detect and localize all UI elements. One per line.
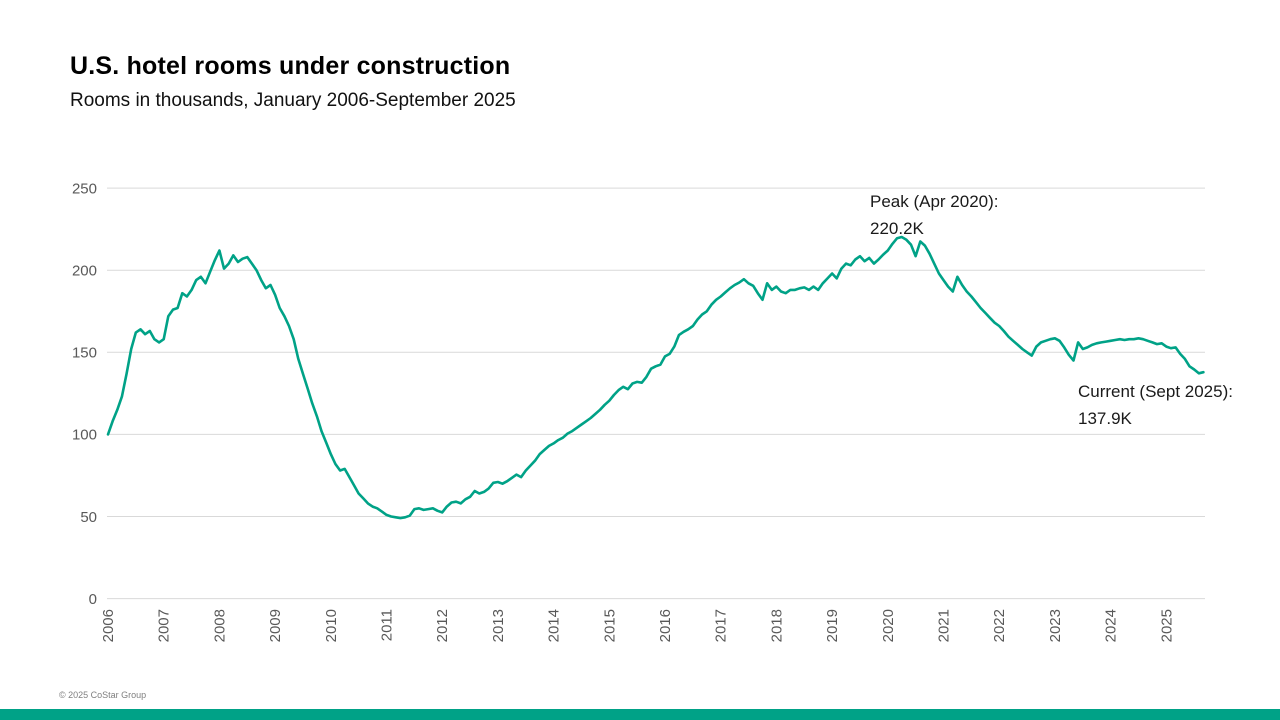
y-tick-label-100: 100 (72, 427, 97, 444)
x-tick-label-2019: 2019 (824, 609, 841, 642)
x-tick-label-2017: 2017 (713, 609, 730, 642)
x-tick-label-2013: 2013 (490, 609, 507, 642)
copyright-text: © 2025 CoStar Group (59, 690, 147, 700)
x-tick-label-2007: 2007 (156, 609, 173, 642)
x-tick-label-2009: 2009 (267, 609, 284, 642)
current-annotation-label: Current (Sept 2025): (1078, 382, 1233, 401)
x-tick-label-2024: 2024 (1103, 609, 1120, 642)
x-tick-label-2020: 2020 (880, 609, 897, 642)
peak-annotation-value: 220.2K (870, 219, 924, 238)
y-tick-label-200: 200 (72, 262, 97, 279)
peak-annotation-label: Peak (Apr 2020): (870, 192, 999, 211)
x-tick-label-2006: 2006 (100, 609, 117, 642)
x-tick-label-2023: 2023 (1047, 609, 1064, 642)
x-tick-label-2025: 2025 (1158, 609, 1175, 642)
page-title: U.S. hotel rooms under construction (70, 52, 511, 80)
peak-annotation: Peak (Apr 2020): 220.2K (870, 188, 999, 242)
x-tick-label-2016: 2016 (657, 609, 674, 642)
current-annotation: Current (Sept 2025): 137.9K (1078, 378, 1233, 432)
y-tick-label-50: 50 (80, 509, 97, 526)
x-tick-label-2018: 2018 (768, 609, 785, 642)
current-annotation-value: 137.9K (1078, 409, 1132, 428)
x-tick-label-2008: 2008 (211, 609, 228, 642)
x-tick-label-2012: 2012 (434, 609, 451, 642)
x-tick-label-2021: 2021 (936, 609, 953, 642)
x-tick-label-2022: 2022 (991, 609, 1008, 642)
x-tick-label-2014: 2014 (546, 609, 563, 642)
y-tick-label-0: 0 (89, 591, 97, 608)
x-tick-label-2011: 2011 (379, 609, 396, 641)
page-subtitle: Rooms in thousands, January 2006-Septemb… (70, 90, 516, 111)
y-tick-label-150: 150 (72, 345, 97, 362)
x-tick-label-2010: 2010 (323, 609, 340, 642)
x-tick-label-2015: 2015 (601, 609, 618, 642)
brand-bottom-bar (0, 709, 1280, 720)
y-tick-label-250: 250 (72, 180, 97, 197)
chart-line (106, 235, 1205, 520)
